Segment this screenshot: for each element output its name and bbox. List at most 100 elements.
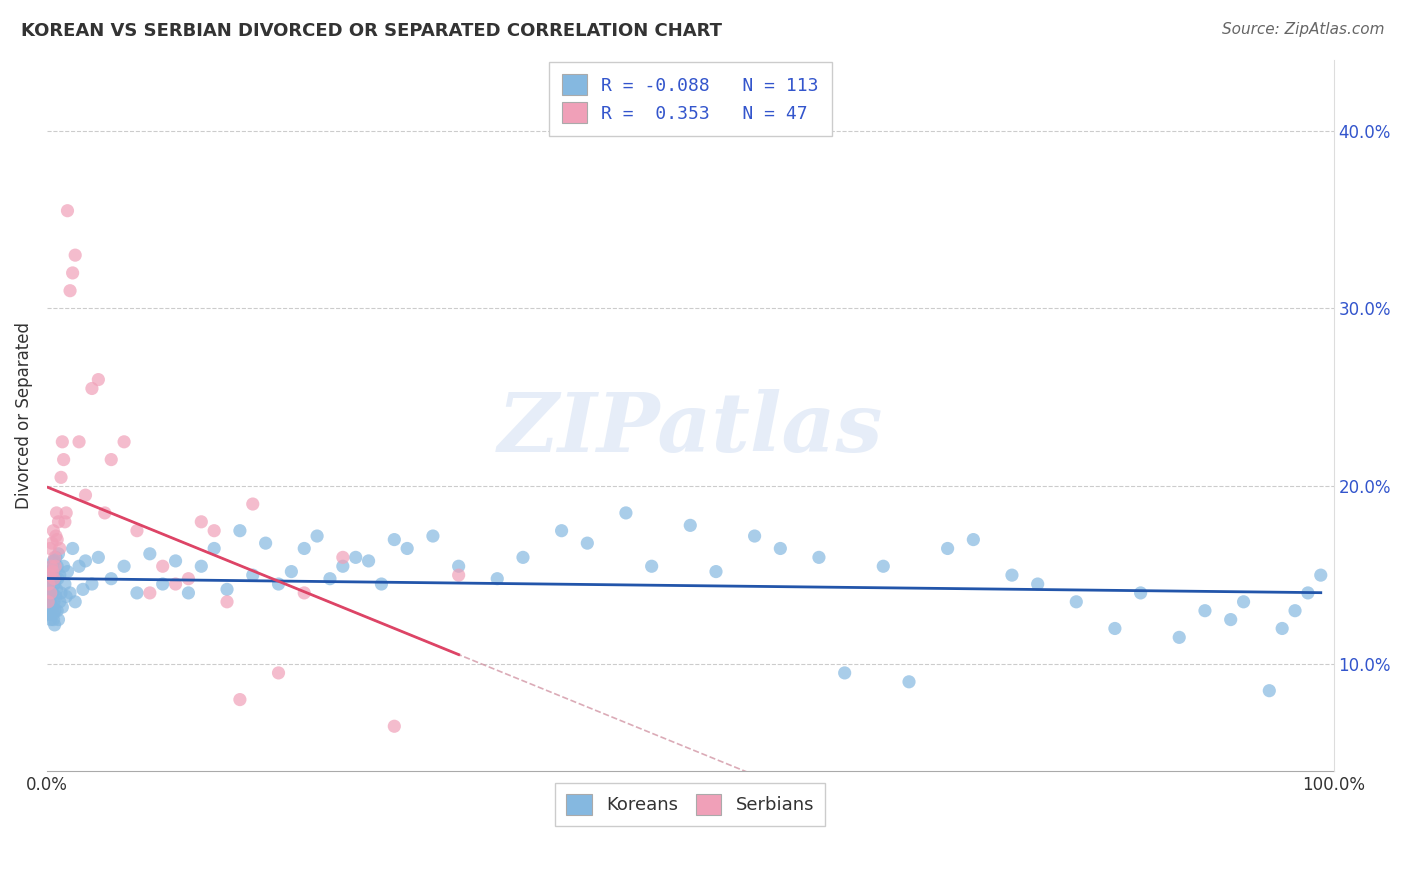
- Point: [1284, 604, 1306, 618]
- Point: [49, 470, 72, 484]
- Point: [177, 586, 200, 600]
- Point: [936, 541, 959, 556]
- Point: [344, 550, 367, 565]
- Point: [447, 559, 470, 574]
- Point: [152, 577, 174, 591]
- Point: [52, 452, 75, 467]
- Point: [80, 577, 103, 591]
- Point: [41, 559, 63, 574]
- Point: [44, 550, 66, 565]
- Point: [49, 541, 72, 556]
- Point: [447, 568, 470, 582]
- Point: [704, 565, 727, 579]
- Point: [38, 568, 60, 582]
- Point: [41, 572, 63, 586]
- Point: [46, 572, 69, 586]
- Point: [67, 434, 90, 449]
- Point: [42, 595, 65, 609]
- Point: [100, 572, 122, 586]
- Point: [72, 582, 94, 597]
- Point: [242, 497, 264, 511]
- Point: [962, 533, 984, 547]
- Point: [744, 529, 766, 543]
- Point: [872, 559, 894, 574]
- Point: [67, 559, 90, 574]
- Point: [1168, 631, 1191, 645]
- Point: [39, 572, 62, 586]
- Text: Source: ZipAtlas.com: Source: ZipAtlas.com: [1222, 22, 1385, 37]
- Point: [94, 506, 117, 520]
- Point: [41, 565, 63, 579]
- Point: [332, 559, 354, 574]
- Point: [280, 565, 302, 579]
- Point: [37, 595, 59, 609]
- Point: [45, 550, 67, 565]
- Point: [37, 590, 59, 604]
- Point: [42, 577, 65, 591]
- Point: [49, 586, 72, 600]
- Point: [49, 568, 72, 582]
- Point: [44, 554, 66, 568]
- Point: [53, 577, 76, 591]
- Point: [51, 434, 73, 449]
- Point: [80, 382, 103, 396]
- Point: [39, 607, 62, 622]
- Point: [1232, 595, 1254, 609]
- Point: [39, 565, 62, 579]
- Point: [38, 607, 60, 622]
- Point: [59, 586, 82, 600]
- Point: [215, 582, 238, 597]
- Point: [46, 604, 69, 618]
- Point: [165, 554, 187, 568]
- Point: [38, 586, 60, 600]
- Point: [51, 600, 73, 615]
- Point: [39, 586, 62, 600]
- Point: [38, 577, 60, 591]
- Y-axis label: Divorced or Separated: Divorced or Separated: [15, 322, 32, 508]
- Point: [550, 524, 572, 538]
- Point: [1309, 568, 1331, 582]
- Point: [44, 604, 66, 618]
- Point: [48, 547, 70, 561]
- Point: [332, 550, 354, 565]
- Point: [44, 568, 66, 582]
- Point: [87, 550, 110, 565]
- Point: [229, 692, 252, 706]
- Point: [41, 559, 63, 574]
- Point: [46, 533, 69, 547]
- Point: [614, 506, 637, 520]
- Point: [39, 613, 62, 627]
- Point: [42, 572, 65, 586]
- Point: [37, 565, 59, 579]
- Point: [1194, 604, 1216, 618]
- Point: [267, 665, 290, 680]
- Point: [56, 203, 79, 218]
- Point: [422, 529, 444, 543]
- Point: [807, 550, 830, 565]
- Point: [48, 613, 70, 627]
- Point: [1258, 683, 1281, 698]
- Point: [75, 554, 97, 568]
- Point: [139, 586, 162, 600]
- Point: [45, 529, 67, 543]
- Point: [100, 452, 122, 467]
- Point: [45, 590, 67, 604]
- Point: [63, 595, 86, 609]
- Point: [640, 559, 662, 574]
- Point: [41, 536, 63, 550]
- Point: [49, 595, 72, 609]
- Point: [834, 665, 856, 680]
- Point: [39, 541, 62, 556]
- Point: [45, 506, 67, 520]
- Point: [190, 515, 212, 529]
- Point: [53, 515, 76, 529]
- Point: [62, 541, 84, 556]
- Point: [48, 515, 70, 529]
- Point: [37, 595, 59, 609]
- Point: [41, 586, 63, 600]
- Point: [55, 506, 77, 520]
- Point: [177, 572, 200, 586]
- Point: [55, 590, 77, 604]
- Point: [38, 595, 60, 609]
- Point: [396, 541, 419, 556]
